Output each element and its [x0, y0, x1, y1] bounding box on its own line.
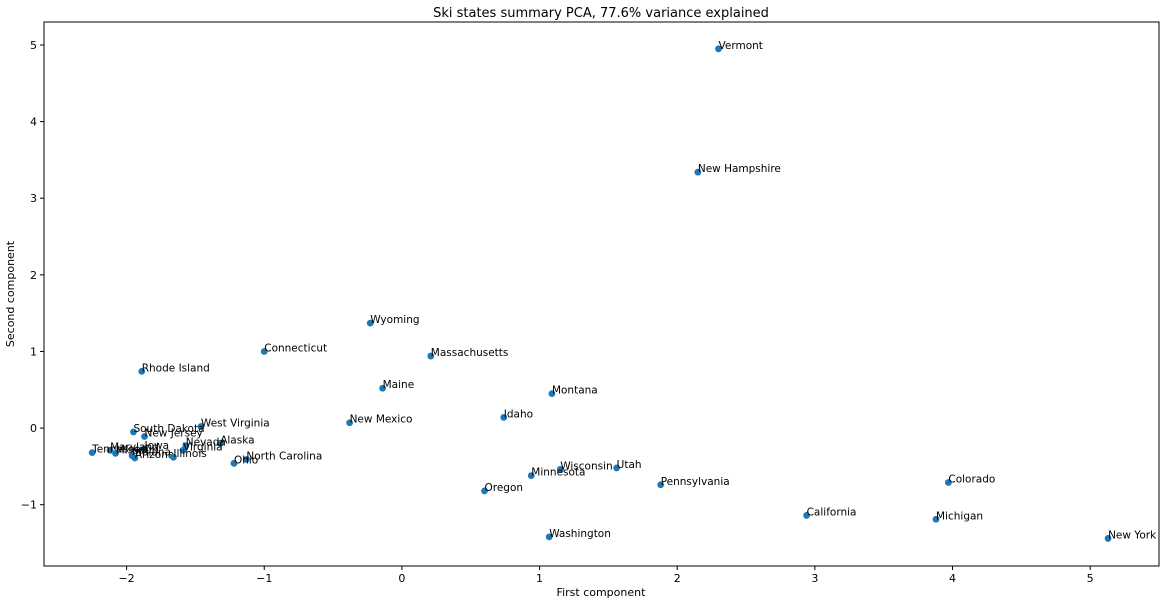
- scatter-point: [138, 367, 146, 375]
- point-label: Maryland: [110, 441, 159, 453]
- y-tick-label: −1: [21, 499, 37, 512]
- chart-title: Ski states summary PCA, 77.6% variance e…: [433, 6, 769, 21]
- scatter-point: [500, 413, 508, 421]
- scatter-point: [366, 319, 374, 327]
- scatter-point: [944, 479, 952, 486]
- scatter-point: [657, 481, 665, 489]
- scatter-point: [88, 449, 96, 457]
- scatter-point: [527, 472, 535, 479]
- point-label: Indiana: [132, 447, 171, 459]
- scatter-point: [803, 512, 811, 519]
- data-points: Vermont New Hampshire Wyoming Connecticut Ma…: [88, 40, 1157, 542]
- x-tick-label: 2: [674, 572, 681, 585]
- point-label: Minnesota: [531, 467, 585, 479]
- scatter-point: [216, 440, 224, 447]
- y-axis: −1 0 1 2 3 4 5: [21, 39, 44, 512]
- y-tick-label: 3: [30, 192, 37, 205]
- x-tick-label: −2: [118, 572, 134, 585]
- point-label: Connecticut: [264, 342, 327, 354]
- scatter-point: [141, 433, 148, 440]
- point-label: Arizona: [135, 449, 174, 461]
- y-tick-label: 1: [30, 345, 37, 358]
- point-label: New York: [1108, 529, 1157, 541]
- point-label: Alaska: [220, 434, 254, 446]
- point-label: Ohio: [234, 454, 258, 466]
- scatter-point: [131, 454, 139, 462]
- point-label: New Hampshire: [698, 163, 781, 175]
- x-tick-label: 1: [536, 572, 543, 585]
- x-tick-label: 5: [1087, 572, 1094, 585]
- point-label: Massachusetts: [431, 347, 509, 359]
- scatter-point: [694, 168, 702, 176]
- point-label: Colorado: [948, 473, 995, 485]
- point-label: Illinois: [173, 448, 206, 460]
- scatter-point: [932, 515, 940, 523]
- point-label: Utah: [617, 459, 642, 471]
- scatter-point: [545, 533, 553, 541]
- point-label: South Dakota: [133, 423, 204, 435]
- scatter-point: [197, 423, 205, 430]
- scatter-point: [379, 384, 387, 392]
- scatter-point: [169, 453, 177, 461]
- point-label: Missouri: [116, 444, 159, 456]
- scatter-point: [260, 348, 268, 355]
- point-label: Nevada: [186, 437, 226, 449]
- y-axis-title: Second component: [4, 240, 17, 347]
- x-axis: −2 −1 0 1 2 3 4 5: [118, 566, 1094, 585]
- point-label: West Virginia: [201, 418, 270, 430]
- y-tick-label: 2: [30, 269, 37, 282]
- scatter-point: [1104, 535, 1112, 542]
- scatter-point: [548, 390, 556, 398]
- point-label: Washington: [549, 528, 611, 540]
- point-label: Iowa: [144, 440, 169, 452]
- point-label: Montana: [552, 385, 598, 397]
- scatter-point: [106, 446, 114, 454]
- scatter-point: [112, 449, 119, 457]
- y-tick-label: 4: [30, 116, 37, 129]
- y-tick-label: 0: [30, 422, 37, 435]
- scatter-point: [715, 45, 722, 53]
- point-label: New Mexico: [350, 414, 413, 426]
- scatter-point: [179, 446, 187, 454]
- point-label: Idaho: [504, 408, 533, 420]
- x-tick-label: 3: [811, 572, 818, 585]
- point-label: Wisconsin: [560, 460, 612, 472]
- scatter-point: [141, 445, 148, 453]
- scatter-point: [427, 352, 435, 360]
- point-label: Vermont: [719, 40, 763, 52]
- x-tick-label: −1: [256, 572, 272, 585]
- point-label: Virginia: [183, 441, 223, 453]
- x-axis-title: First component: [557, 586, 647, 599]
- point-label: Michigan: [936, 510, 983, 522]
- point-label: Pennsylvania: [661, 476, 730, 488]
- plot-frame: [43, 21, 1160, 567]
- scatter-point: [130, 428, 137, 436]
- scatter-point: [613, 464, 621, 472]
- point-label: Maine: [383, 379, 415, 391]
- x-tick-label: 0: [398, 572, 405, 585]
- y-tick-label: 5: [30, 39, 37, 52]
- scatter-point: [346, 419, 353, 427]
- point-label: Oregon: [484, 482, 523, 494]
- x-tick-label: 4: [949, 572, 956, 585]
- scatter-point: [230, 459, 238, 467]
- scatter-point: [242, 456, 250, 463]
- point-label: North Carolina: [246, 450, 322, 462]
- scatter-point: [481, 487, 488, 495]
- point-label: California: [807, 506, 857, 518]
- point-label: New Jersey: [144, 428, 202, 440]
- scatter-point: [556, 466, 564, 473]
- point-label: Rhode Island: [142, 362, 210, 374]
- point-label: Wyoming: [370, 314, 419, 326]
